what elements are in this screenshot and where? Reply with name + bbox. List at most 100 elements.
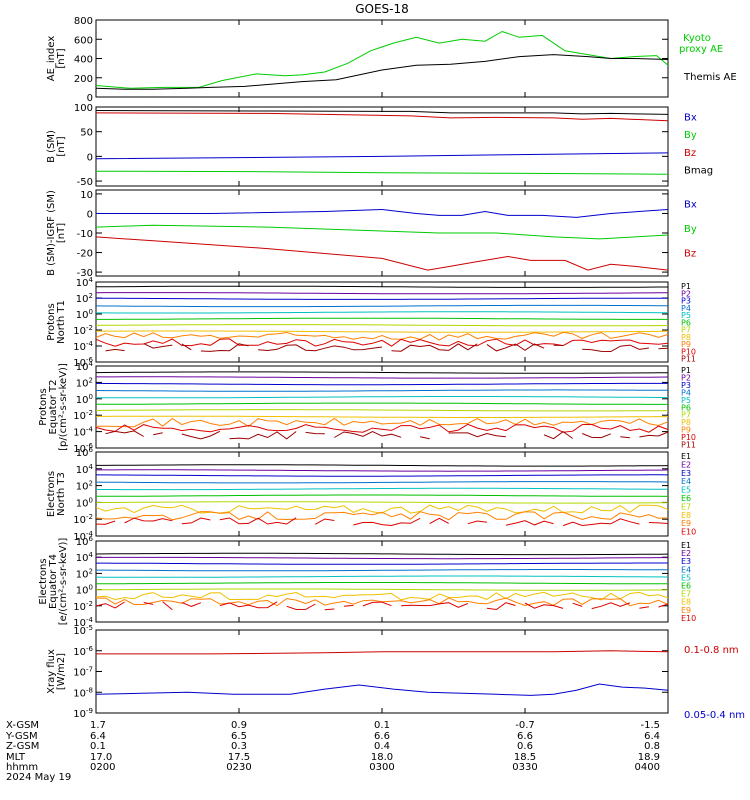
y-axis-label: Equator T4 bbox=[48, 554, 59, 609]
panel-xray: 10-5 10-6 10-7 10-8 10-9 Xray flux [W/m2] 0.1-0… bbox=[46, 624, 745, 721]
y-tick-label: 10-6 bbox=[73, 442, 93, 455]
series-p8 bbox=[96, 415, 668, 418]
y-tick-label: 100 bbox=[74, 103, 93, 114]
legend-p2: P2 bbox=[681, 289, 691, 298]
legend-p7: P7 bbox=[681, 411, 691, 420]
ephemeris-value: 0.4 bbox=[374, 741, 390, 752]
legend-xray-short: 0.05-0.4 nm bbox=[684, 710, 745, 721]
legend-p3: P3 bbox=[681, 381, 691, 390]
legend-e6: E6 bbox=[681, 494, 691, 503]
series-p3 bbox=[96, 297, 668, 300]
y-axis-label: [W/m2] bbox=[56, 653, 67, 690]
series-bx bbox=[96, 208, 669, 218]
legend-bz: Bz bbox=[684, 148, 696, 159]
legend-p6: P6 bbox=[681, 318, 691, 327]
legend-p11: P11 bbox=[681, 441, 696, 450]
y-tick-label: 0 bbox=[87, 209, 93, 220]
y-tick-label: 10-4 bbox=[73, 426, 93, 439]
y-axis-label: [nT] bbox=[56, 48, 67, 68]
series-e7 bbox=[95, 501, 668, 504]
legend-e1: E1 bbox=[681, 452, 691, 461]
y-tick-label: 102 bbox=[76, 480, 93, 493]
y-tick-label: 10-2 bbox=[73, 324, 93, 337]
series-e6 bbox=[96, 582, 668, 585]
legend-kyoto: Kyoto bbox=[683, 33, 711, 44]
series-e2 bbox=[95, 556, 668, 560]
legend-e4: E4 bbox=[681, 565, 691, 574]
ephemeris-label: Z-GSM bbox=[6, 741, 39, 752]
y-tick-label: 100 bbox=[76, 393, 93, 406]
legend-p4: P4 bbox=[681, 304, 691, 313]
y-tick-label: 104 bbox=[76, 551, 94, 564]
ephemeris-value: 0.6 bbox=[517, 741, 533, 752]
series-e4 bbox=[96, 569, 669, 572]
legend-e4: E4 bbox=[681, 477, 691, 486]
legend-p1: P1 bbox=[681, 366, 691, 375]
series-p10 bbox=[95, 423, 669, 433]
legend-p1: P1 bbox=[681, 282, 691, 291]
legend-p8: P8 bbox=[681, 333, 691, 342]
legend-themis-ae: Themis AE bbox=[683, 72, 737, 83]
series-p2 bbox=[96, 376, 669, 379]
y-tick-label: 100 bbox=[76, 308, 93, 321]
ephemeris-value: 6.6 bbox=[374, 731, 390, 742]
ephemeris-value: 0.8 bbox=[644, 741, 660, 752]
y-tick-label: 106 bbox=[76, 446, 94, 459]
legend-by: By bbox=[684, 224, 697, 235]
series-e4 bbox=[95, 481, 669, 484]
legend-e8: E8 bbox=[681, 598, 691, 607]
panel-bigrf: 10 0 -10 -20 -30 B (SM)-IGRF (SM) [nT] Bx By Bz bbox=[46, 189, 697, 279]
ephemeris-value: 6.4 bbox=[644, 731, 660, 742]
y-tick-label: 10-8 bbox=[73, 686, 93, 699]
y-tick-label: -10 bbox=[77, 229, 93, 240]
series-p6 bbox=[96, 317, 668, 320]
y-tick-label: 200 bbox=[74, 74, 93, 85]
y-tick-label: 10 bbox=[80, 190, 93, 201]
panel-frame bbox=[95, 629, 669, 714]
legend-bx: Bx bbox=[684, 113, 697, 124]
panel-frame bbox=[95, 19, 669, 98]
series-e3 bbox=[96, 474, 669, 477]
y-tick-label: -20 bbox=[77, 249, 93, 260]
y-tick-label: 10-4 bbox=[73, 616, 93, 629]
ephemeris-date: 2024 May 19 bbox=[6, 772, 71, 783]
ephemeris-value: 0400 bbox=[635, 762, 660, 773]
y-tick-label: 10-2 bbox=[73, 409, 93, 422]
series-e1 bbox=[96, 464, 669, 467]
y-tick-label: 0 bbox=[87, 93, 93, 104]
y-tick-label: 10-2 bbox=[73, 513, 93, 526]
legend-e2: E2 bbox=[681, 460, 691, 469]
ephemeris-value: 0.1 bbox=[374, 720, 390, 731]
series-e9 bbox=[95, 511, 669, 521]
panel-protons-t1: 104 102 100 10-2 10-4 10-6 Protons North T1 P1P2… bbox=[46, 276, 696, 369]
series-0-1-0-8-nm bbox=[96, 650, 669, 655]
legend-e1: E1 bbox=[681, 541, 691, 550]
series-p11 bbox=[105, 343, 669, 353]
y-axis-label: [e/(cm²-s-sr-keV)] bbox=[58, 538, 69, 626]
legend-e5: E5 bbox=[681, 486, 691, 495]
legend-by: By bbox=[684, 130, 697, 141]
legend-p11: P11 bbox=[681, 355, 696, 364]
ephemeris-value: 18.9 bbox=[638, 752, 660, 763]
legend-proxy-ae: proxy AE bbox=[679, 44, 723, 55]
y-tick-label: 0 bbox=[87, 152, 93, 163]
y-tick-label: 10-2 bbox=[73, 600, 93, 613]
y-tick-label: 102 bbox=[76, 567, 93, 580]
ephemeris-value: 0.1 bbox=[90, 741, 106, 752]
series-e7 bbox=[95, 588, 669, 591]
y-axis-label: North T1 bbox=[56, 300, 67, 344]
y-tick-label: 10-9 bbox=[73, 707, 93, 720]
y-tick-label: 10-4 bbox=[73, 340, 93, 353]
series-p1 bbox=[95, 285, 668, 288]
series-p4 bbox=[95, 389, 668, 392]
legend-e9: E9 bbox=[681, 606, 691, 615]
series-e8 bbox=[95, 504, 669, 514]
y-axis-label: Protons bbox=[38, 388, 49, 425]
ephemeris-label: X-GSM bbox=[6, 720, 39, 731]
ephemeris-value: 0200 bbox=[90, 762, 115, 773]
y-axis-label: [p/(cm²-s-sr-keV)] bbox=[58, 363, 69, 451]
ephemeris-value: 18.5 bbox=[514, 752, 536, 763]
y-axis-label: [nT] bbox=[56, 223, 67, 243]
